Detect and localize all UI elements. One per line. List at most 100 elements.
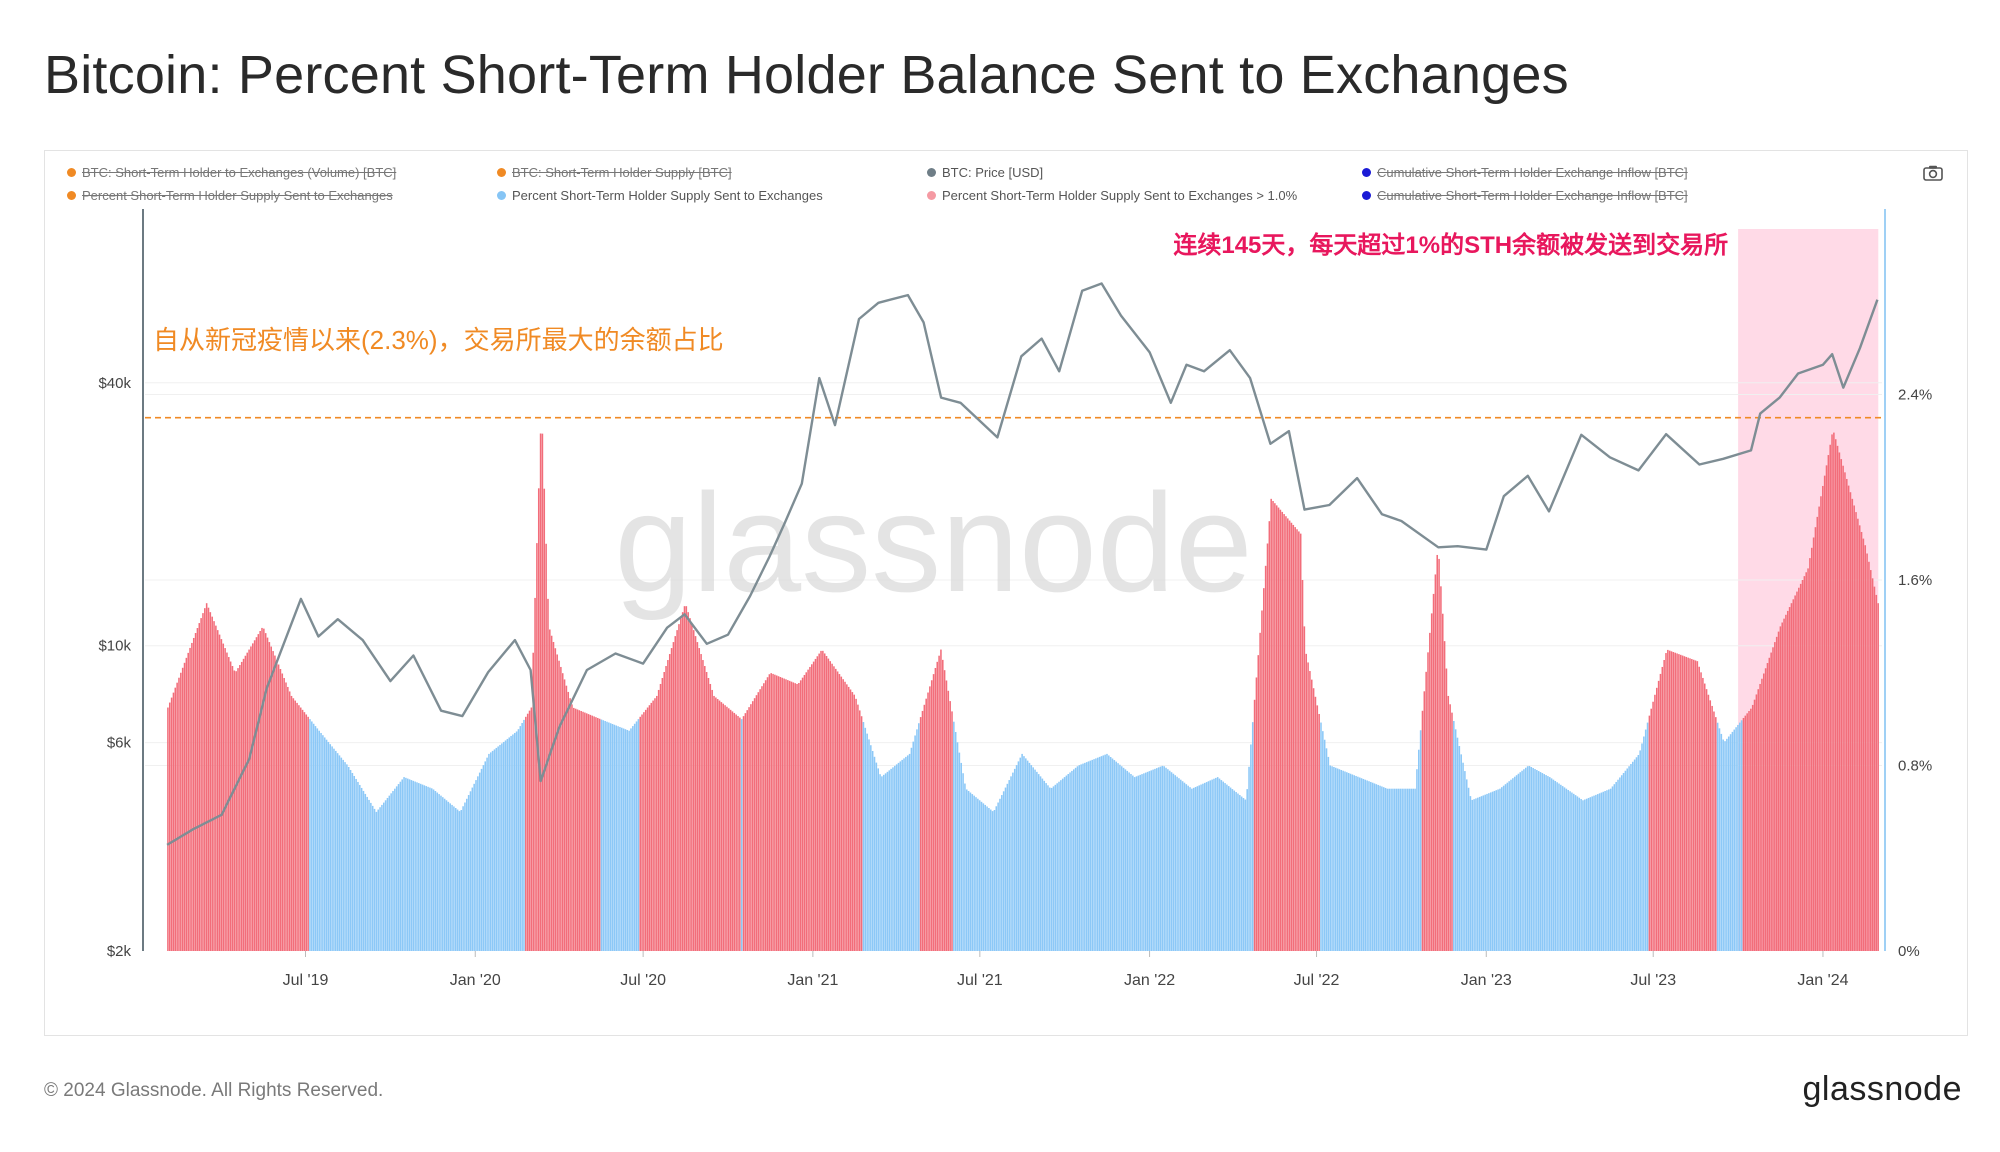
- percent-bar: [709, 683, 712, 951]
- percent-bar: [552, 641, 555, 951]
- percent-bar: [1109, 756, 1112, 951]
- percent-bar: [1497, 789, 1499, 951]
- legend-item[interactable]: Percent Short-Term Holder Supply Sent to…: [497, 188, 823, 203]
- percent-bar: [1501, 787, 1503, 951]
- percent-bar: [392, 791, 394, 951]
- percent-bar: [587, 714, 590, 951]
- percent-bar: [1019, 757, 1022, 951]
- percent-bar: [910, 747, 913, 951]
- percent-bar: [1430, 613, 1433, 951]
- percent-bar: [1307, 662, 1309, 951]
- percent-bar: [1739, 722, 1741, 951]
- percent-bar: [803, 674, 806, 951]
- percent-bar: [1032, 767, 1034, 951]
- percent-bar: [1152, 769, 1154, 951]
- percent-bar: [580, 711, 582, 951]
- percent-bar: [731, 711, 734, 951]
- percent-bar: [643, 712, 645, 951]
- percent-bar: [1192, 787, 1195, 951]
- percent-bar: [294, 700, 296, 951]
- percent-bar: [1290, 522, 1293, 951]
- percent-bar: [858, 710, 861, 951]
- legend-item[interactable]: Cumulative Short-Term Holder Exchange In…: [1362, 165, 1688, 180]
- percent-bar: [711, 689, 713, 951]
- percent-bar: [309, 719, 311, 951]
- legend-item[interactable]: BTC: Short-Term Holder to Exchanges (Vol…: [67, 165, 396, 180]
- percent-bar: [814, 658, 817, 951]
- percent-bar: [1698, 666, 1700, 951]
- percent-bar: [1567, 789, 1569, 951]
- percent-bar: [466, 798, 468, 951]
- percent-bar: [921, 710, 924, 951]
- legend-item[interactable]: Cumulative Short-Term Holder Exchange In…: [1362, 188, 1688, 203]
- percent-bar: [1150, 770, 1153, 951]
- percent-bar: [1565, 788, 1568, 951]
- x-axis-tick: Jul '22: [1294, 972, 1340, 989]
- percent-bar: [239, 665, 241, 951]
- percent-bar: [1203, 782, 1206, 951]
- percent-bar: [726, 706, 728, 951]
- camera-icon[interactable]: [1923, 165, 1943, 181]
- percent-bar: [1471, 799, 1474, 951]
- percent-bar: [1074, 767, 1077, 951]
- percent-bar: [172, 692, 175, 951]
- percent-bar: [237, 668, 239, 951]
- percent-bar: [1039, 776, 1042, 951]
- percent-bar: [1868, 561, 1870, 951]
- percent-bar: [1255, 677, 1258, 951]
- percent-bar: [692, 630, 695, 951]
- percent-bar: [965, 789, 968, 951]
- percent-bar: [1041, 778, 1044, 951]
- percent-bar: [1253, 699, 1256, 951]
- percent-bar: [1401, 788, 1403, 951]
- percent-bar: [222, 643, 225, 951]
- percent-bar: [1065, 775, 1068, 951]
- percent-bar: [628, 730, 630, 951]
- percent-bar: [1630, 764, 1632, 951]
- right-axis-tick: 1.6%: [1898, 572, 1932, 589]
- percent-bar: [434, 791, 437, 951]
- percent-bar: [593, 716, 595, 951]
- x-axis-tick: Jul '21: [957, 972, 1003, 989]
- percent-bar: [287, 686, 289, 951]
- percent-bar: [796, 683, 798, 951]
- percent-bar: [694, 636, 697, 951]
- percent-bar: [1395, 788, 1398, 951]
- legend-item[interactable]: BTC: Short-Term Holder Supply [BTC]: [497, 165, 732, 180]
- percent-bar: [1748, 711, 1750, 951]
- legend-item[interactable]: BTC: Price [USD]: [927, 165, 1043, 180]
- percent-bar: [1285, 516, 1287, 951]
- percent-bar: [1098, 756, 1101, 951]
- legend-item[interactable]: Percent Short-Term Holder Supply Sent to…: [927, 188, 1297, 203]
- percent-bar: [1287, 518, 1289, 951]
- percent-bar: [1822, 485, 1824, 951]
- right-axis-tick: 2.4%: [1898, 387, 1932, 404]
- percent-bar: [1515, 775, 1518, 951]
- percent-bar: [792, 682, 795, 951]
- percent-bar: [1456, 737, 1459, 951]
- percent-bar: [563, 679, 566, 951]
- percent-bar: [335, 750, 337, 951]
- percent-bar: [1469, 796, 1472, 951]
- percent-bar: [573, 707, 575, 951]
- percent-bar: [1534, 769, 1536, 951]
- percent-bar: [406, 778, 409, 951]
- percent-bar: [1560, 784, 1562, 951]
- percent-bar: [1593, 795, 1595, 951]
- percent-bar: [1807, 568, 1809, 951]
- percent-bar: [1794, 595, 1796, 951]
- percent-bar: [1777, 631, 1780, 951]
- percent-bar: [167, 707, 169, 951]
- percent-bar: [1305, 653, 1308, 951]
- legend-item[interactable]: Percent Short-Term Holder Supply Sent to…: [67, 188, 393, 203]
- percent-bar: [1681, 655, 1684, 951]
- percent-bar: [1781, 622, 1783, 951]
- percent-bar: [366, 796, 368, 951]
- percent-bar: [534, 597, 536, 951]
- legend-marker: [1362, 168, 1371, 177]
- percent-bar: [213, 621, 215, 951]
- percent-bar: [477, 776, 479, 951]
- percent-bar: [1628, 766, 1630, 951]
- percent-bar: [578, 710, 581, 951]
- percent-bar: [1711, 705, 1713, 951]
